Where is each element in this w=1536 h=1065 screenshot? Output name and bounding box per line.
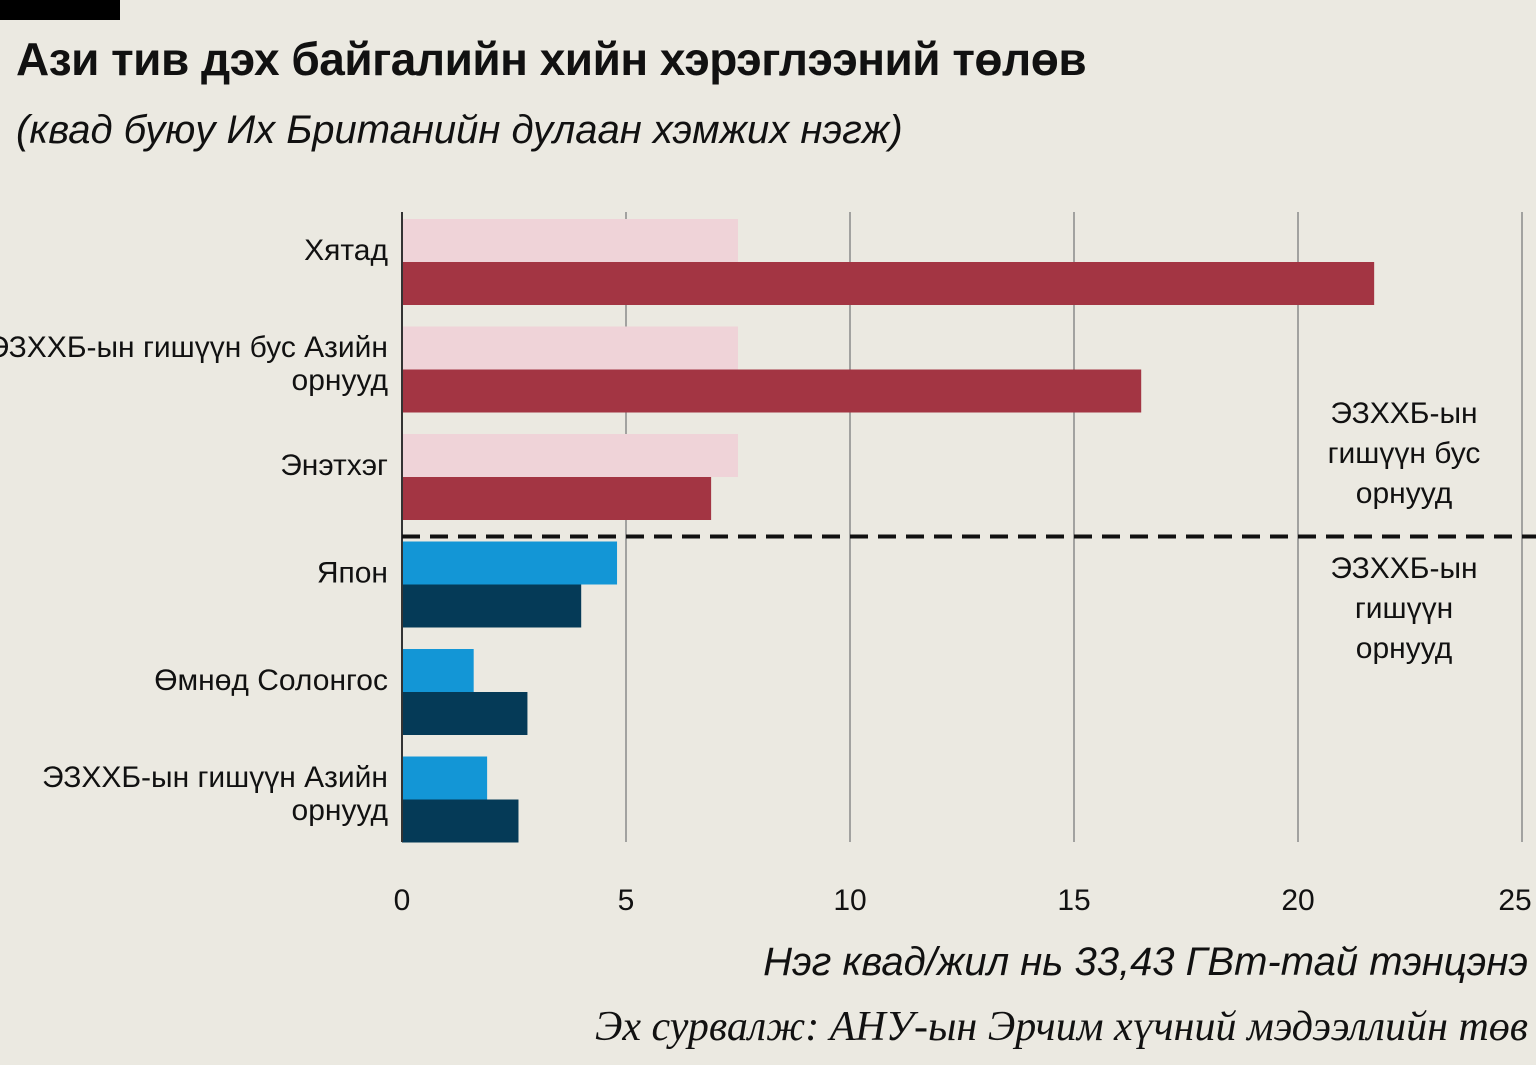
source-note: Эх сурвалж: АНУ-ын Эрчим хүчний мэдээлли… [594, 1004, 1528, 1050]
bar-2-b [402, 477, 712, 520]
category-label: Япон [317, 557, 388, 590]
top-accent-bar [0, 0, 120, 20]
x-tick-label: 20 [1281, 884, 1314, 917]
bar-5-b [402, 799, 519, 843]
bar-3-a [402, 541, 618, 585]
category-label: Өмнөд Солонгос [154, 664, 388, 697]
chart-subtitle: (квад буюу Их Британийн дулаан хэмжих нэ… [16, 108, 903, 152]
x-tick-label: 25 [1498, 884, 1531, 917]
category-label: орнууд [292, 364, 388, 397]
bar-4-b [402, 692, 528, 735]
x-tick-label: 15 [1057, 884, 1090, 917]
bar-1-a [402, 326, 738, 370]
x-tick-label: 0 [394, 884, 411, 917]
x-tick-label: 10 [833, 884, 866, 917]
category-label: Энэтхэг [280, 449, 388, 482]
group-label-non-oecd: гишүүн бус [1328, 437, 1481, 470]
bar-0-a [402, 219, 738, 262]
group-label-oecd: ЭЗХХБ-ын [1330, 552, 1477, 585]
bar-3-b [402, 584, 582, 628]
bar-5-a [402, 756, 488, 800]
group-label-non-oecd: орнууд [1356, 477, 1452, 510]
category-label: Хятад [304, 234, 388, 267]
category-label: ЭЗХХБ-ын гишүүн Азийн [42, 761, 388, 794]
bar-1-b [402, 369, 1142, 413]
bar-2-a [402, 434, 738, 477]
unit-note: Нэг квад/жил нь 33,43 ГВт-тай тэнцэнэ [763, 940, 1528, 984]
category-label: орнууд [292, 794, 388, 827]
chart-title: Ази тив дэх байгалийн хийн хэрэглээний т… [16, 33, 1087, 85]
group-label-non-oecd: ЭЗХХБ-ын [1330, 397, 1477, 430]
bar-0-b [402, 262, 1375, 305]
group-label-oecd: орнууд [1356, 632, 1452, 665]
x-tick-label: 5 [618, 884, 635, 917]
bar-4-a [402, 649, 474, 692]
group-label-oecd: гишүүн [1355, 592, 1453, 625]
category-label: ЭЗХХБ-ын гишүүн бус Азийн [0, 331, 388, 364]
